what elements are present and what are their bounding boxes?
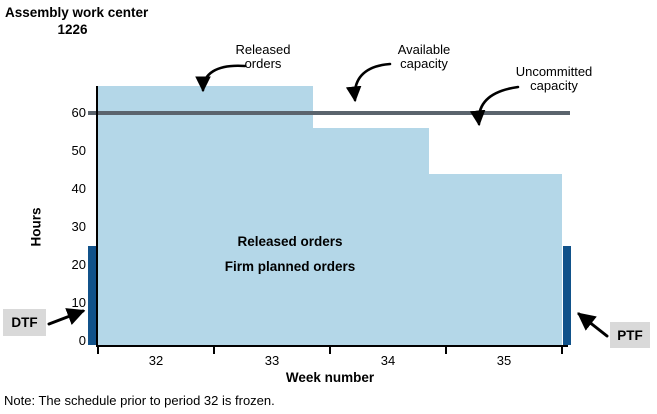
released-orders-callout: Released orders (221, 43, 305, 71)
uncommitted-capacity-callout-line1: Uncommitted (515, 64, 593, 79)
x-tick-label: 34 (380, 353, 396, 368)
y-tick-label: 20 (71, 257, 86, 272)
footnote: Note: The schedule prior to period 32 is… (4, 393, 275, 408)
dtf-label-box: DTF (3, 309, 46, 336)
ptf-pointer-arrow (577, 312, 609, 338)
y-tick-label: 50 (71, 143, 86, 158)
ptf-time-fence-bar (563, 246, 571, 345)
y-tick-label: 10 (71, 295, 86, 310)
figure-title: Assembly work center 1226 (5, 4, 148, 38)
load-area-segment-week35 (428, 174, 562, 345)
figure-title-line1: Assembly work center (5, 5, 149, 20)
x-tick-mark (561, 347, 563, 354)
uncommitted-capacity-callout: Uncommitted capacity (504, 65, 604, 93)
y-axis-title: Hours (28, 207, 44, 247)
load-area-label: Released orders Firm planned orders (150, 229, 430, 279)
y-tick-label: 60 (71, 105, 86, 120)
ptf-label-box: PTF (610, 322, 650, 348)
available-capacity-line (88, 111, 570, 115)
ptf-label: PTF (617, 327, 643, 343)
y-tick-label: 40 (71, 181, 86, 196)
x-tick-mark (213, 347, 215, 354)
released-orders-callout-line1: Released (235, 42, 291, 57)
available-capacity-callout-line1: Available (397, 42, 451, 57)
y-tick-label: 30 (71, 219, 86, 234)
y-axis-line (96, 86, 98, 347)
available-capacity-callout-line2: capacity (400, 56, 448, 71)
x-tick-mark (97, 347, 99, 354)
x-tick-label: 32 (148, 353, 164, 368)
dtf-pointer-arrow (47, 308, 86, 326)
dtf-label: DTF (11, 315, 38, 330)
x-axis-line (96, 345, 568, 347)
x-tick-mark (329, 347, 331, 354)
load-area-segment-week32 (98, 86, 313, 345)
figure-title-line2: 1226 (57, 22, 88, 37)
available-capacity-callout: Available capacity (382, 43, 466, 71)
load-area-segment-week34 (312, 128, 429, 345)
x-tick-mark (445, 347, 447, 354)
y-tick-label: 0 (78, 333, 86, 348)
x-tick-label: 33 (264, 353, 280, 368)
load-area-label-line1: Released orders (237, 234, 343, 249)
x-tick-label: 35 (496, 353, 512, 368)
released-orders-callout-line2: orders (244, 56, 282, 71)
uncommitted-capacity-callout-line2: capacity (530, 78, 578, 93)
dtf-time-fence-bar (88, 246, 96, 345)
x-axis-title: Week number (285, 370, 375, 385)
load-area-label-line2: Firm planned orders (224, 259, 356, 274)
